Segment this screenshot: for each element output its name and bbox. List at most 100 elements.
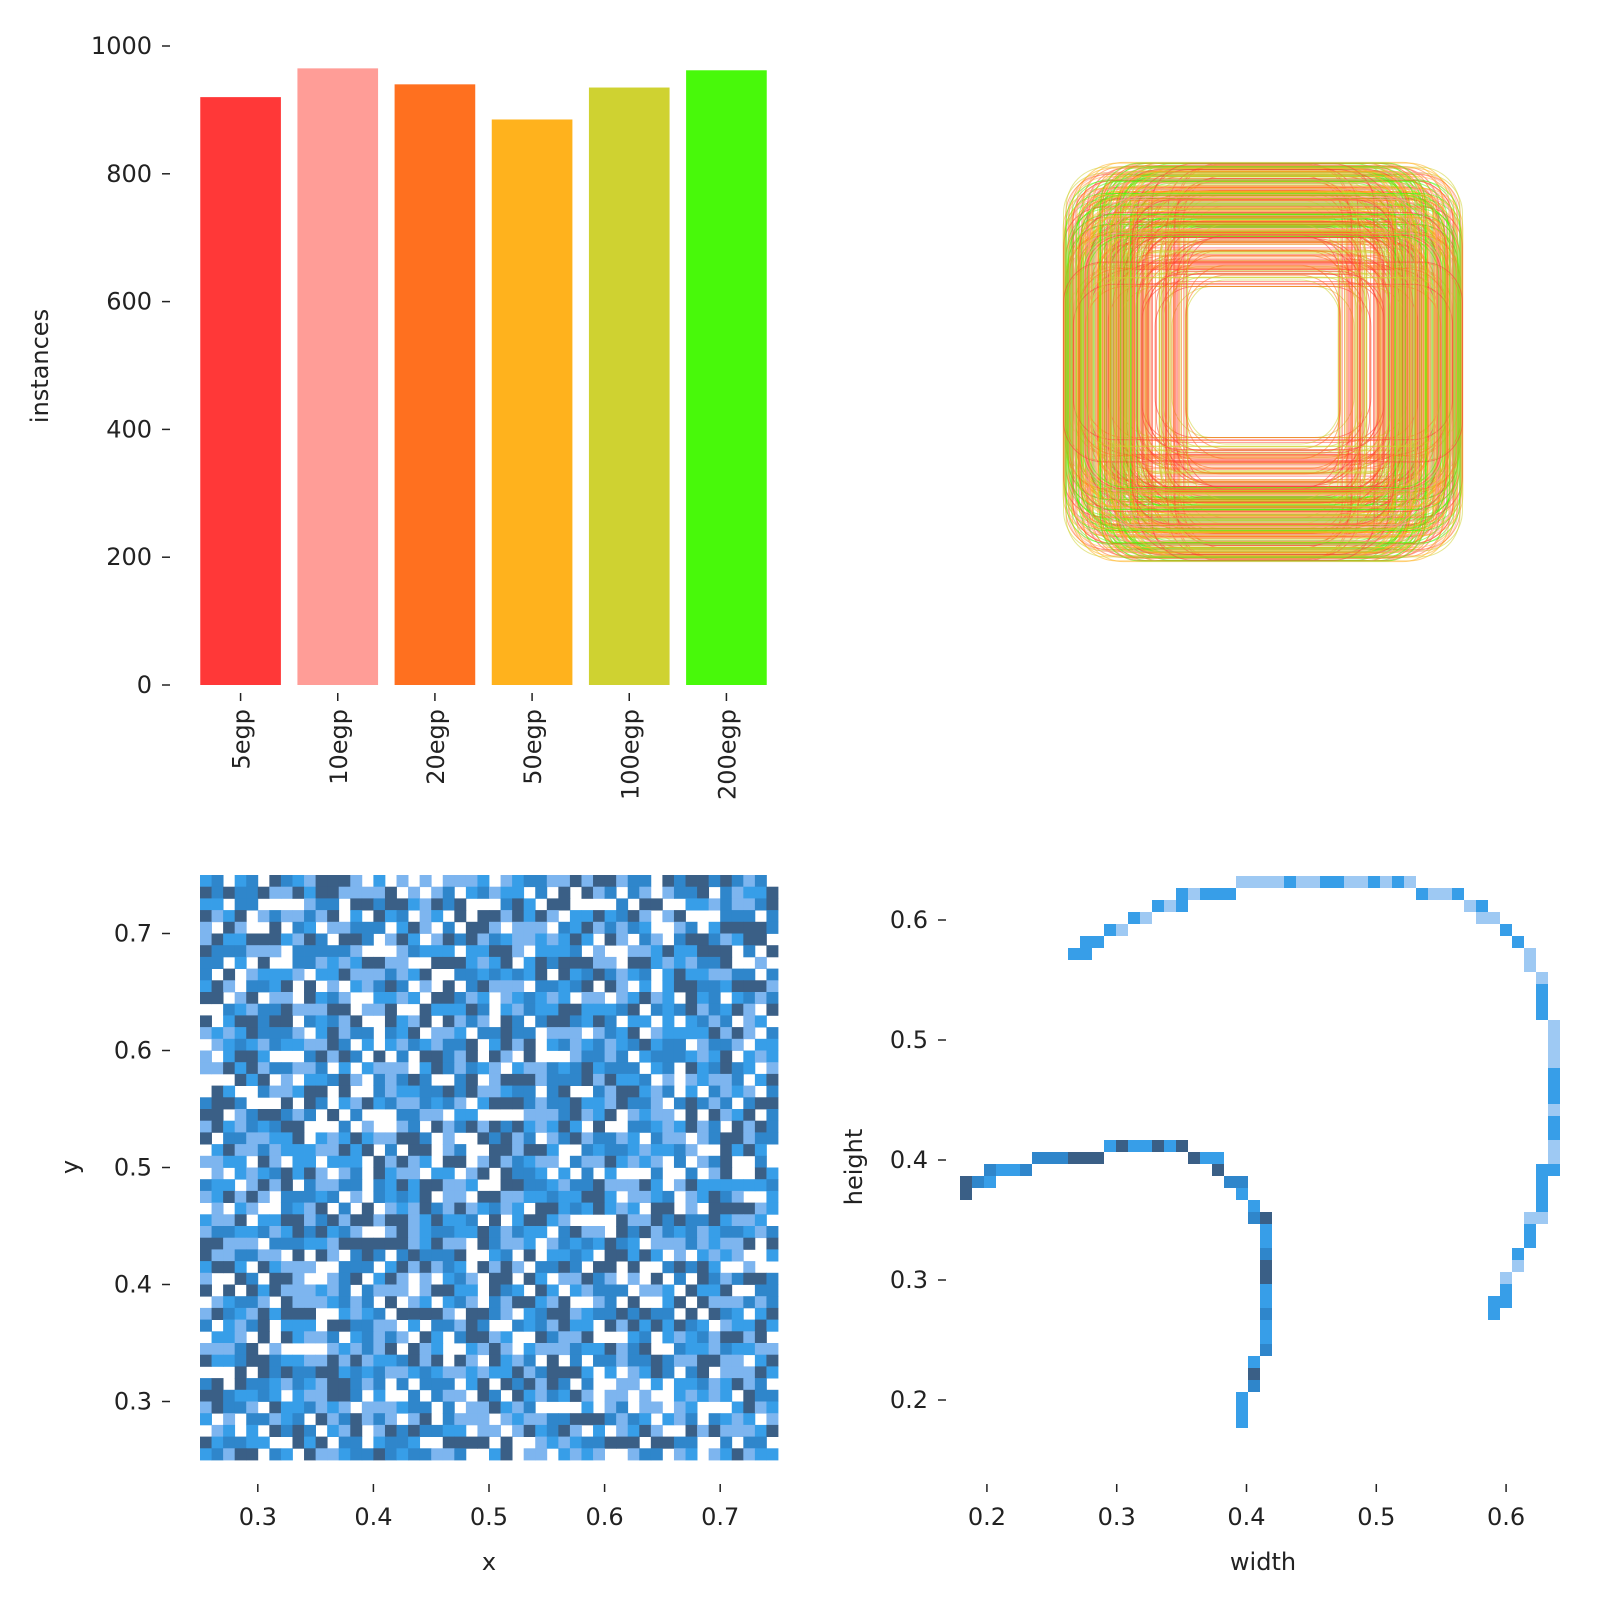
heatmap-cell (708, 1109, 721, 1122)
heatmap-cell (396, 992, 409, 1005)
heatmap-cell (408, 1202, 421, 1215)
heatmap-cell (512, 1284, 525, 1297)
box-outline (1172, 249, 1354, 475)
heatmap-cell (223, 1003, 236, 1016)
heatmap-cell (616, 1214, 629, 1227)
heatmap-cell (408, 1424, 421, 1437)
heatmap-cell (650, 1179, 663, 1192)
heatmap-cell (211, 1237, 224, 1250)
heatmap-cell (662, 956, 675, 969)
heatmap-cell (754, 1226, 767, 1239)
heatmap-cell (754, 921, 767, 934)
heatmap-cell (766, 1389, 779, 1402)
heatmap-cell (500, 1027, 513, 1040)
heatmap-cell (292, 1027, 305, 1040)
heatmap-cell (304, 886, 316, 899)
heatmap-cell (708, 1424, 721, 1437)
heatmap-cell (569, 945, 582, 958)
heatmap-cell (384, 992, 397, 1005)
heatmap-cell (1428, 888, 1440, 900)
heatmap-cell (500, 1296, 513, 1309)
heatmap-cell (731, 1237, 744, 1250)
heatmap-cell (361, 1448, 374, 1461)
heatmap-cell (384, 1062, 397, 1075)
heatmap-cell (1044, 1152, 1056, 1164)
heatmap-cell (512, 945, 525, 958)
heatmap-cell (616, 1097, 629, 1110)
heatmap-cell (697, 980, 710, 993)
heatmap-cell (500, 945, 513, 958)
heatmap-cell (477, 1120, 490, 1133)
heatmap-cell (200, 1272, 212, 1285)
heatmap-cell (558, 1331, 571, 1344)
box-outline (1174, 178, 1352, 546)
heatmap-cell (743, 1319, 756, 1332)
heatmap-cell (234, 1389, 247, 1402)
heatmap-cell (766, 1085, 779, 1098)
heatmap-cell (662, 1261, 675, 1274)
heatmap-cell (569, 1448, 582, 1461)
heatmap-cell (523, 1167, 536, 1180)
heatmap-cell (396, 933, 409, 946)
heatmap-cell (1548, 1104, 1560, 1116)
heatmap-cell (315, 1038, 328, 1051)
heatmap-cell (616, 1237, 629, 1250)
heatmap-cell (442, 886, 455, 899)
heatmap-cell (697, 1038, 710, 1051)
heatmap-cell (350, 1389, 363, 1402)
heatmap-cell (234, 1050, 247, 1063)
heatmap-cell (442, 1190, 455, 1203)
heatmap-cell (766, 1296, 779, 1309)
heatmap-cell (304, 1015, 316, 1028)
heatmap-cell (523, 1237, 536, 1250)
heatmap-cell (489, 1097, 501, 1110)
heatmap-cell (246, 886, 259, 899)
heatmap-cell (361, 1062, 374, 1075)
heatmap-cell (338, 1132, 351, 1145)
heatmap-cell (1248, 1212, 1260, 1224)
heatmap-cell (246, 933, 259, 946)
heatmap-cell (489, 1062, 501, 1075)
heatmap-cell (477, 1132, 490, 1145)
heatmap-cell (419, 1226, 432, 1239)
heatmap-cell (500, 1073, 513, 1086)
heatmap-cell (315, 1389, 328, 1402)
heatmap-cell (627, 956, 640, 969)
heatmap-cell (454, 933, 467, 946)
heatmap-cell (558, 1097, 571, 1110)
heatmap-cell (558, 1261, 571, 1274)
heatmap-cell (766, 1179, 779, 1192)
heatmap-cell (304, 1284, 316, 1297)
heatmap-cell (639, 945, 652, 958)
heatmap-cell (766, 1413, 779, 1426)
heatmap-cell (465, 1343, 478, 1356)
heatmap-cell (408, 1448, 421, 1461)
heatmap-cell (743, 992, 756, 1005)
heatmap-cell (315, 1214, 328, 1227)
heatmap-cell (223, 1401, 236, 1414)
heatmap-cell (361, 1331, 374, 1344)
heatmap-cell (593, 1436, 605, 1449)
heatmap-cell (477, 1015, 490, 1028)
bar-10egp (297, 68, 379, 686)
heatmap-cell (546, 933, 559, 946)
heatmap-cell (512, 1296, 525, 1309)
heatmap-cell (200, 886, 212, 899)
heatmap-cell (465, 1226, 478, 1239)
heatmap-cell (327, 1237, 340, 1250)
heatmap-cell (431, 1378, 444, 1391)
heatmap-cell (477, 1366, 490, 1379)
heatmap-cell (731, 1179, 744, 1192)
heatmap-cell (720, 1378, 733, 1391)
heatmap-cell (720, 945, 733, 958)
heatmap-cell (708, 1413, 721, 1426)
heatmap-cell (512, 875, 525, 888)
heatmap-cell (766, 945, 779, 958)
heatmap-cell (1416, 888, 1428, 900)
heatmap-cell (558, 956, 571, 969)
heatmap-cell (546, 1179, 559, 1192)
heatmap-cell (454, 1155, 467, 1168)
heatmap-cell (593, 1343, 605, 1356)
heatmap-cell (315, 968, 328, 981)
heatmap-cell (558, 1366, 571, 1379)
